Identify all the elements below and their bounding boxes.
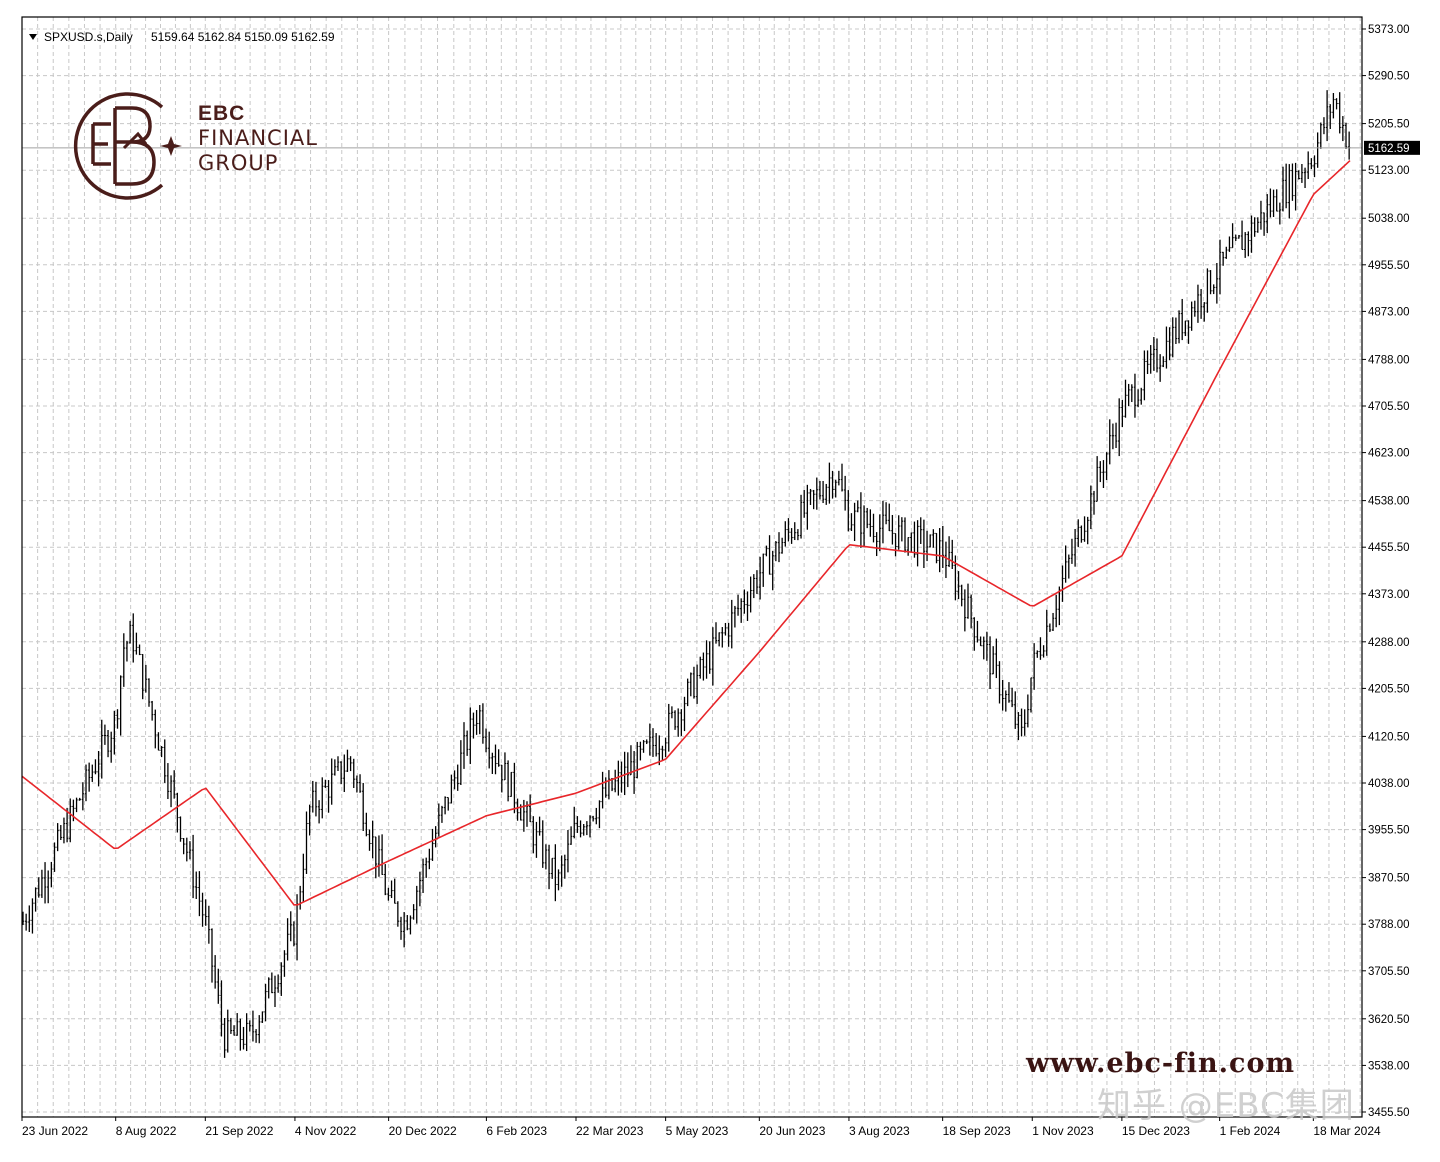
logo-line-financial: FINANCIAL <box>198 126 318 150</box>
y-tick-label: 4038.00 <box>1368 778 1410 790</box>
x-tick-label: 18 Mar 2024 <box>1313 1124 1381 1138</box>
logo-line-group: GROUP <box>198 151 279 175</box>
x-tick-label: 20 Dec 2022 <box>389 1124 457 1138</box>
y-tick-label: 4705.50 <box>1368 401 1410 413</box>
y-tick-label: 3620.50 <box>1368 1014 1410 1026</box>
y-tick-label: 3538.00 <box>1368 1060 1410 1072</box>
price-tag: 5162.59 <box>1364 140 1420 155</box>
y-tick-label: 4623.00 <box>1368 448 1410 460</box>
x-axis: 23 Jun 2022 8 Aug 2022 21 Sep 2022 4 Nov 20… <box>21 1117 1381 1138</box>
price-tag-box <box>1364 140 1420 155</box>
y-tick-label: 5038.00 <box>1368 213 1410 225</box>
x-tick-label: 4 Nov 2022 <box>295 1124 357 1138</box>
y-tick-label: 4373.00 <box>1368 589 1410 601</box>
y-axis: 5373.00 5290.50 5205.50 5123.00 5038.00 4955.… <box>1362 24 1410 1119</box>
symbol-label: SPXUSD.s,Daily <box>44 30 133 44</box>
y-tick-label: 5373.00 <box>1368 24 1410 36</box>
logo-line-ebc: EBC <box>198 102 246 125</box>
logo-wordmark: EBC FINANCIAL GROUP <box>198 102 318 176</box>
triangle-down-icon[interactable] <box>29 34 37 40</box>
y-tick-label: 3788.00 <box>1368 919 1410 931</box>
ohlc-bars <box>21 90 1351 1058</box>
y-tick-label: 4205.50 <box>1368 683 1410 695</box>
website-watermark: www.ebc-fin.com <box>1026 1048 1296 1079</box>
y-tick-label: 4288.00 <box>1368 637 1410 649</box>
y-tick-label: 3705.50 <box>1368 966 1410 978</box>
y-tick-label: 5123.00 <box>1368 165 1410 177</box>
x-tick-label: 18 Sep 2023 <box>943 1124 1011 1138</box>
y-tick-label: 3870.50 <box>1368 873 1410 885</box>
y-tick-label: 4120.50 <box>1368 731 1410 743</box>
y-tick-label: 3955.50 <box>1368 825 1410 837</box>
plot-frame <box>21 16 1363 1118</box>
y-tick-label: 5205.50 <box>1368 119 1410 131</box>
y-tick-label: 4873.00 <box>1368 306 1410 318</box>
price-tag-label: 5162.59 <box>1368 143 1410 155</box>
y-tick-label: 3455.50 <box>1368 1107 1410 1119</box>
moving-average-line <box>21 160 1351 906</box>
ohlc-values: 5159.64 5162.84 5150.09 5162.59 <box>151 30 335 44</box>
x-tick-label: 5 May 2023 <box>666 1124 729 1138</box>
ebc-logo: EBC FINANCIAL GROUP <box>66 86 346 204</box>
zhihu-watermark: 知乎 @EBC集团 <box>1097 1086 1355 1126</box>
x-tick-label: 15 Dec 2023 <box>1122 1124 1190 1138</box>
y-tick-label: 4955.50 <box>1368 260 1410 272</box>
ebc-monogram-icon <box>73 92 182 200</box>
x-tick-label: 3 Aug 2023 <box>849 1124 910 1138</box>
x-tick-label: 1 Feb 2024 <box>1220 1124 1281 1138</box>
x-tick-label: 8 Aug 2022 <box>116 1124 177 1138</box>
y-tick-label: 4455.50 <box>1368 542 1410 554</box>
x-tick-label: 1 Nov 2023 <box>1032 1124 1094 1138</box>
x-tick-label: 22 Mar 2023 <box>576 1124 644 1138</box>
y-tick-label: 5290.50 <box>1368 71 1410 83</box>
chart-header: SPXUSD.s,Daily 5159.64 5162.84 5150.09 5… <box>29 30 335 44</box>
x-tick-label: 21 Sep 2022 <box>205 1124 273 1138</box>
y-tick-label: 4538.00 <box>1368 496 1410 508</box>
y-tick-label: 4788.00 <box>1368 354 1410 366</box>
x-tick-label: 6 Feb 2023 <box>486 1124 547 1138</box>
x-tick-label: 23 Jun 2022 <box>22 1124 88 1138</box>
x-tick-label: 20 Jun 2023 <box>759 1124 825 1138</box>
